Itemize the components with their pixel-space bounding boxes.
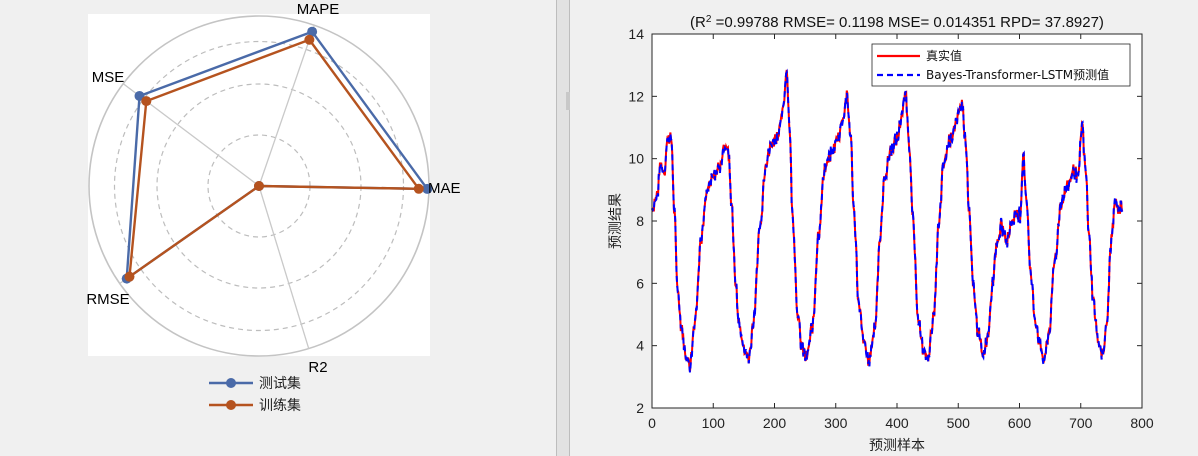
panel-divider[interactable] (556, 0, 570, 456)
x-tick-label-700: 700 (1069, 415, 1093, 431)
x-tick-label-500: 500 (947, 415, 971, 431)
radar-marker-2-mae (413, 183, 424, 194)
y-tick-label-6: 6 (636, 275, 644, 291)
radar-spoke-r2 (258, 185, 310, 349)
radar-grid-ring-2 (156, 83, 362, 289)
radar-marker-1-mse (134, 90, 145, 101)
radar-spoke-mape (258, 25, 315, 187)
radar-axis-labels: MAPE MAE R2 RMSE MSE (86, 1, 460, 376)
radar-marker-2-mse (141, 96, 152, 107)
y-tick-label-8: 8 (636, 213, 644, 229)
x-tick-label-300: 300 (824, 415, 848, 431)
radar-series-line-2 (128, 38, 420, 278)
x-tick-label-400: 400 (885, 415, 909, 431)
plot-area (652, 34, 1142, 408)
y-tick-label-14: 14 (628, 26, 644, 42)
radar-axis-label-mape: MAPE (297, 1, 340, 18)
plot-frame (651, 33, 1143, 409)
line-chart-panel: 0 100 200 300 400 500 600 700 800 2 4 6 8 10 12 14 (R2 … (570, 0, 1198, 456)
chart-title: (R2 =0.99788 RMSE= 0.1198 MSE= 0.014351 … (690, 14, 1104, 32)
radar-series (121, 26, 433, 284)
radar-axis-label-mae: MAE (428, 180, 461, 197)
x-tick-label-0: 0 (648, 415, 656, 431)
radar-marker-1-mae (422, 183, 433, 194)
radar-grid-ring-3 (113, 40, 405, 332)
line-legend-box (871, 43, 1131, 87)
radar-marker-1-mape (307, 26, 318, 37)
radar-legend-label-1: 测试集 (259, 375, 301, 392)
radar-marker-2-mape (304, 34, 315, 45)
y-tick-label-2: 2 (636, 400, 644, 416)
x-tick-label-600: 600 (1008, 415, 1032, 431)
radar-legend-marker-1 (226, 378, 236, 388)
x-tick-label-200: 200 (763, 415, 787, 431)
y-axis-label: 预测结果 (608, 193, 624, 249)
radar-axis-label-mse: MSE (92, 69, 125, 86)
x-tick-label-800: 800 (1130, 415, 1154, 431)
radar-legend-marker-2 (226, 400, 236, 410)
radar-legend-label-2: 训练集 (259, 397, 301, 414)
line-chart: 0 100 200 300 400 500 600 700 800 2 4 6 8 10 12 14 (R2 … (608, 14, 1154, 455)
radar-axis-label-rmse: RMSE (86, 291, 129, 308)
x-axis-label: 预测样本 (869, 438, 925, 454)
axis-ticks: 0 100 200 300 400 500 600 700 800 2 4 6 8 10 12 14 (628, 26, 1153, 431)
line-legend[interactable]: 真实值 Bayes-Transformer-LSTM预测值 (871, 43, 1131, 87)
divider-handle[interactable] (566, 92, 570, 110)
y-tick-label-4: 4 (636, 338, 644, 354)
radar-marker-2-rmse (124, 271, 135, 282)
radar-marker-2-r2 (254, 181, 264, 191)
line-legend-label-1: 真实值 (926, 48, 962, 63)
line-series (651, 68, 1124, 373)
x-tick-label-100: 100 (702, 415, 726, 431)
line-legend-label-2: Bayes-Transformer-LSTM预测值 (926, 67, 1109, 82)
series-line-predicted (651, 68, 1124, 373)
y-tick-label-12: 12 (628, 88, 644, 104)
radar-panel: MAPE MAE R2 RMSE MSE 测试集训练集 (0, 0, 556, 456)
radar-axis-label-r2: R2 (308, 359, 327, 376)
y-tick-label-10: 10 (628, 151, 644, 167)
